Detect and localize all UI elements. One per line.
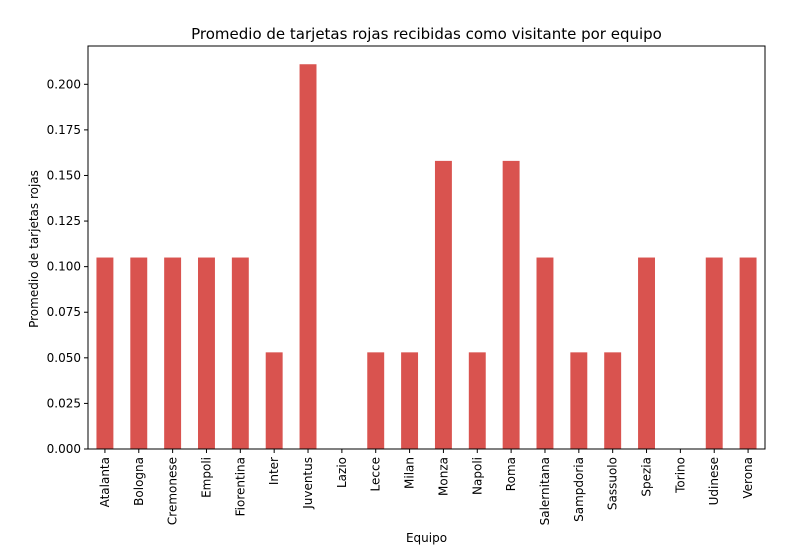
x-tick-label-salernitana: Salernitana — [538, 457, 552, 525]
bar-verona — [739, 257, 757, 449]
x-tick-label-torino: Torino — [673, 457, 687, 494]
x-tick-label-fiorentina: Fiorentina — [233, 457, 247, 516]
y-tick-label: 0.150 — [47, 168, 81, 182]
y-tick-label: 0.000 — [47, 442, 81, 456]
y-axis-label: Promedio de tarjetas rojas — [27, 170, 41, 328]
bar-juventus — [299, 64, 317, 450]
x-axis-label: Equipo — [406, 531, 447, 545]
bar-sassuolo — [604, 352, 622, 449]
bar-roma — [502, 160, 520, 449]
x-tick-label-milan: Milan — [403, 457, 417, 489]
bar-monza — [434, 160, 452, 449]
y-tick-label: 0.050 — [47, 351, 81, 365]
y-tick-label: 0.100 — [47, 260, 81, 274]
bar-lecce — [367, 352, 385, 449]
chart-title: Promedio de tarjetas rojas recibidas com… — [191, 25, 662, 43]
y-tick-label: 0.200 — [47, 77, 81, 91]
plot-area: 0.000 0.025 0.050 0.075 0.100 0.125 0.150 0.175… — [47, 45, 766, 525]
x-tick-label-verona: Verona — [741, 457, 755, 499]
bar-napoli — [468, 352, 486, 449]
bar-inter — [265, 352, 283, 449]
x-tick-label-sassuolo: Sassuolo — [606, 457, 620, 510]
bar-atalanta — [96, 257, 114, 449]
bar-cremonese — [164, 257, 182, 449]
x-tick-label-spezia: Spezia — [640, 457, 654, 497]
bar-milan — [401, 352, 419, 449]
x-tick-label-inter: Inter — [267, 457, 281, 485]
y-tick-label: 0.075 — [47, 305, 81, 319]
bar-spezia — [638, 257, 655, 449]
x-tick-label-empoli: Empoli — [199, 457, 213, 498]
bar-bologna — [130, 257, 148, 449]
bar-sampdoria — [570, 352, 588, 449]
bar-udinese — [705, 257, 723, 449]
x-tick-label-lazio: Lazio — [335, 457, 349, 488]
bar-fiorentina — [231, 257, 249, 449]
bar-salernitana — [536, 257, 554, 449]
x-tick-label-bologna: Bologna — [132, 457, 146, 506]
y-tick-label: 0.175 — [47, 123, 81, 137]
x-tick-label-napoli: Napoli — [470, 457, 484, 495]
bar-empoli — [198, 257, 215, 449]
x-tick-label-lecce: Lecce — [369, 457, 383, 491]
plot-frame — [87, 45, 766, 450]
x-tick-label-roma: Roma — [504, 457, 518, 491]
x-tick-label-juventus: Juventus — [301, 457, 315, 510]
x-tick-label-atalanta: Atalanta — [98, 457, 112, 507]
x-tick-label-udinese: Udinese — [707, 457, 721, 505]
x-tick-label-monza: Monza — [436, 457, 450, 496]
y-tick-label: 0.025 — [47, 396, 81, 410]
y-tick-label: 0.125 — [47, 214, 81, 228]
x-tick-label-cremonese: Cremonese — [166, 457, 180, 525]
x-tick-label-sampdoria: Sampdoria — [572, 457, 586, 522]
